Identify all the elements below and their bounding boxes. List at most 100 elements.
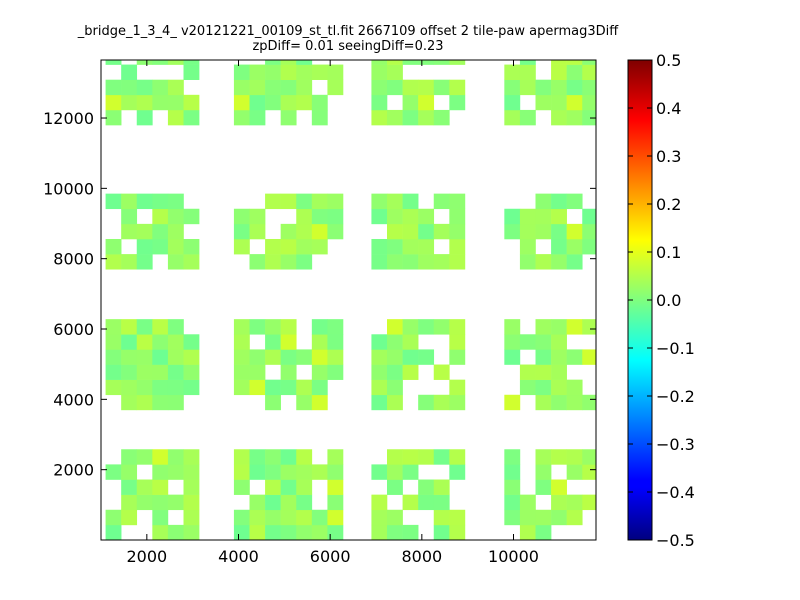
heatmap-cell [387, 509, 403, 526]
heatmap-cell [449, 379, 466, 396]
heatmap-cell [105, 193, 122, 210]
heatmap-cell [582, 109, 596, 126]
heatmap-cell [121, 464, 138, 480]
heatmap-cell [183, 60, 200, 65]
heatmap-cell [504, 464, 521, 480]
heatmap-cell [449, 449, 466, 465]
heatmap-cell [265, 394, 281, 411]
heatmap-cell [249, 449, 266, 465]
heatmap-cell [296, 494, 313, 511]
heatmap-cell [296, 509, 313, 526]
heatmap-cell [402, 109, 419, 126]
heatmap-cell [566, 223, 583, 240]
heatmap-cell [551, 364, 567, 380]
heatmap-cell [535, 524, 552, 540]
heatmap-cell [551, 64, 567, 80]
heatmap-cell [371, 464, 388, 480]
heatmap-cell [296, 238, 313, 255]
heatmap-cell [152, 238, 169, 255]
heatmap-cell [327, 479, 344, 495]
heatmap-cell [249, 379, 266, 396]
heatmap-cell [183, 364, 200, 380]
heatmap-cell [280, 334, 297, 350]
heatmap-cell [105, 379, 122, 396]
heatmap-cell [152, 349, 169, 365]
heatmap-cell [152, 193, 169, 210]
heatmap-cell [296, 208, 313, 225]
heatmap-cell [105, 509, 122, 526]
heatmap-cell [327, 64, 344, 80]
heatmap-cell [504, 109, 521, 126]
heatmap-cell [296, 79, 313, 96]
heatmap-cell [535, 254, 552, 270]
heatmap-cell [433, 79, 450, 96]
heatmap-cell [152, 479, 169, 495]
heatmap-cell [519, 509, 536, 526]
heatmap-cell [152, 464, 169, 480]
heatmap-cell [418, 79, 435, 96]
heatmap-cell [280, 349, 297, 365]
heatmap-cell [167, 334, 184, 350]
heatmap-cell [311, 64, 328, 80]
heatmap-cell [265, 64, 281, 80]
heatmap-cell [402, 464, 419, 480]
heatmap-cell [387, 60, 403, 65]
heatmap-cell [105, 524, 122, 540]
heatmap-cell [167, 109, 184, 126]
x-tick-label: 8000 [401, 547, 442, 566]
x-tick-label: 4000 [218, 547, 259, 566]
heatmap-cell [167, 379, 184, 396]
heatmap-cell [566, 349, 583, 365]
heatmap-cell [311, 109, 328, 126]
heatmap-cell [136, 364, 153, 380]
heatmap-cell [402, 319, 419, 335]
heatmap-cell [105, 464, 122, 480]
heatmap-cell [551, 494, 567, 511]
heatmap-cell [152, 494, 169, 511]
heatmap-cell [504, 334, 521, 350]
y-tick-label: 2000 [53, 461, 94, 480]
heatmap-cell [582, 60, 596, 65]
heatmap-cell [167, 254, 184, 270]
heatmap-cell [551, 60, 567, 65]
heatmap-cell [449, 509, 466, 526]
heatmap-cell [371, 494, 388, 511]
heatmap-cell [121, 509, 138, 526]
heatmap-cell [402, 193, 419, 210]
heatmap-cell [152, 60, 169, 65]
heatmap-cell [136, 94, 153, 111]
heatmap-cell [433, 254, 450, 270]
heatmap-cell [535, 509, 552, 526]
heatmap-cell [105, 254, 122, 270]
heatmap-cell [167, 494, 184, 511]
heatmap-cell [311, 334, 328, 350]
heatmap-cell [504, 349, 521, 365]
heatmap-cell [519, 79, 536, 96]
heatmap-cell [387, 79, 403, 96]
heatmap-cell [519, 223, 536, 240]
colorbar-tick-label: −0.5 [656, 531, 695, 550]
heatmap-cell [449, 208, 466, 225]
heatmap-cell [265, 479, 281, 495]
x-axis: 2000 4000 6000 8000 10000 [126, 60, 539, 566]
heatmap-cell [418, 109, 435, 126]
heatmap-cell [296, 94, 313, 111]
heatmap-cell [311, 379, 328, 396]
heatmap-cell [402, 94, 419, 111]
heatmap-cell [418, 479, 435, 495]
heatmap-cell [504, 494, 521, 511]
heatmap-cell [311, 94, 328, 111]
heatmap-cell [233, 524, 250, 540]
heatmap-cell [519, 109, 536, 126]
heatmap-cell [387, 394, 403, 411]
heatmap-cell [280, 254, 297, 270]
heatmap-cell [167, 319, 184, 335]
heatmap-cell [371, 64, 388, 80]
heatmap-cell [183, 479, 200, 495]
heatmap-cell [233, 238, 250, 255]
heatmap-cell [249, 109, 266, 126]
heatmap-cell [582, 64, 596, 80]
heatmap-cell [121, 479, 138, 495]
heatmap-cell [152, 379, 169, 396]
heatmap-cell [136, 319, 153, 335]
